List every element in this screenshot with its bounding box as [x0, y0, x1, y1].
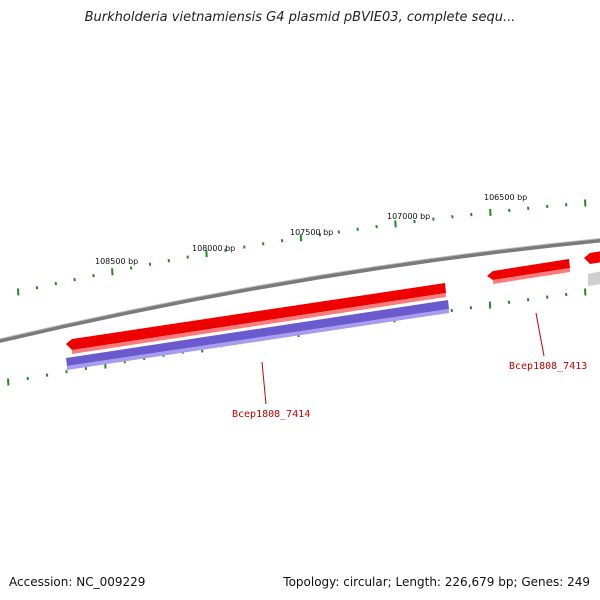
gene-partial-right[interactable]: [584, 251, 600, 286]
tick-label: 107000 bp: [387, 212, 430, 221]
topology-summary: Topology: circular; Length: 226,679 bp; …: [283, 575, 590, 589]
tick-label: 108000 bp: [192, 244, 235, 253]
gene-label-7413[interactable]: Bcep1808_7413: [509, 361, 587, 372]
label-leader-7413: [535, 312, 545, 357]
gene-bcep1808-7414[interactable]: [66, 283, 446, 354]
accession-text: Accession: NC_009229: [9, 575, 146, 589]
gene-label-7414[interactable]: Bcep1808_7414: [232, 409, 310, 420]
gene-bcep1808-7413[interactable]: [487, 259, 570, 284]
backbone-arc-highlight: [0, 238, 600, 340]
backbone-arc: [0, 238, 600, 343]
outer-tick-track: [17, 199, 587, 296]
map-title: Burkholderia vietnamiensis G4 plasmid pB…: [84, 10, 516, 25]
label-leader-7414: [261, 361, 267, 405]
tick-label: 108500 bp: [95, 257, 138, 266]
cds-bcep1808-7414[interactable]: [66, 300, 449, 370]
tick-label: 107500 bp: [290, 228, 333, 237]
tick-label: 106500 bp: [484, 193, 527, 202]
